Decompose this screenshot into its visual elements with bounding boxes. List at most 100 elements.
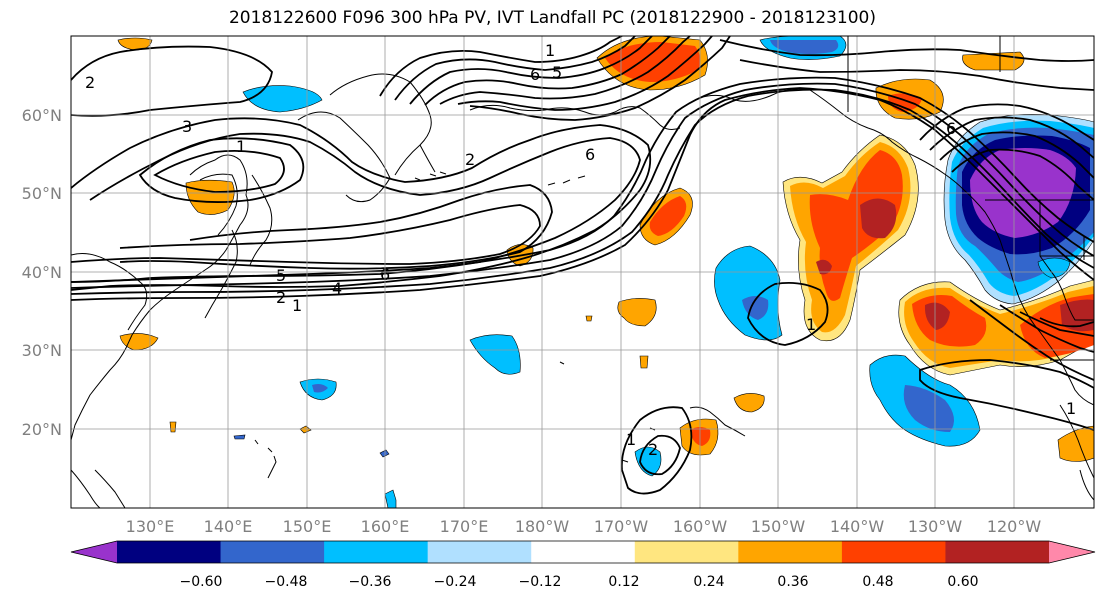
lon-label: 150°W xyxy=(751,517,806,536)
contour-label: 2 xyxy=(85,73,95,92)
lon-label: 130°E xyxy=(126,517,175,536)
ivt-negative-region xyxy=(469,334,521,375)
ivt-positive-region xyxy=(733,393,765,413)
coastline xyxy=(621,459,629,463)
colorbar-label: −0.48 xyxy=(265,574,308,590)
pv-contour xyxy=(138,137,305,203)
contour-label: 1 xyxy=(236,137,246,156)
coastline xyxy=(71,154,249,441)
ivt-negative-region xyxy=(379,449,390,458)
ivt-positive-region xyxy=(585,315,593,322)
contour-label: 3 xyxy=(182,117,192,136)
pv-contour xyxy=(639,434,681,476)
coastline xyxy=(254,439,259,445)
ivt-negative-region xyxy=(903,385,954,432)
contour-label: 1 xyxy=(806,315,816,334)
lon-label: 160°E xyxy=(361,517,410,536)
colorbar xyxy=(70,540,1096,564)
pv-contour xyxy=(919,103,1094,141)
coastline xyxy=(547,175,586,186)
ivt-positive-region xyxy=(169,421,177,433)
ivt-positive-region xyxy=(617,298,657,327)
pv-contour xyxy=(1019,311,1094,337)
contour-label: 6 xyxy=(585,145,595,164)
colorbar-swatch xyxy=(841,541,946,563)
ivt-positive-region xyxy=(860,198,897,239)
coastline xyxy=(1079,469,1094,501)
ivt-negative-region xyxy=(242,85,323,113)
coastline xyxy=(267,455,277,479)
lon-label: 130°W xyxy=(908,517,963,536)
lon-label: 160°W xyxy=(673,517,728,536)
pv-contour xyxy=(747,281,829,346)
ivt-positive-region xyxy=(924,302,950,330)
colorbar-label: −0.36 xyxy=(349,574,392,590)
pv-contours xyxy=(71,36,1094,495)
colorbar-swatch xyxy=(117,541,222,563)
lat-label: 20°N xyxy=(22,420,62,439)
map-title: 2018122600 F096 300 hPa PV, IVT Landfall… xyxy=(228,8,876,28)
contour-label: 5 xyxy=(552,63,562,82)
coastline xyxy=(267,447,273,453)
pv-contour xyxy=(999,304,1094,353)
lat-label: 50°N xyxy=(22,184,62,203)
ivt-positive-region xyxy=(639,355,649,369)
ivt-positive-region xyxy=(816,259,832,275)
ivt-positive-region xyxy=(119,333,159,351)
contour-label: 1 xyxy=(545,41,555,60)
contour-label: 1 xyxy=(626,430,636,449)
coastline xyxy=(94,469,126,508)
contour-label: 2 xyxy=(276,288,286,307)
colorbar-swatch xyxy=(945,541,1050,563)
ivt-negative-region xyxy=(714,245,783,341)
colorbar-label: −0.60 xyxy=(180,574,223,590)
pv-contour xyxy=(1039,317,1094,328)
pv-contour xyxy=(620,406,693,495)
contour-label: 1 xyxy=(292,296,302,315)
lon-label: 140°E xyxy=(204,517,253,536)
coastline xyxy=(297,111,391,203)
longitude-labels: 130°E 140°E 150°E 160°E 170°E 180°W 170°… xyxy=(126,517,1042,536)
colorbar-extend-max xyxy=(1049,541,1095,563)
lon-label: 180°W xyxy=(515,517,570,536)
colorbar-label: 0.48 xyxy=(862,574,893,590)
ivt-negative-region xyxy=(312,384,328,393)
ivt-shading xyxy=(117,36,1094,508)
coastline xyxy=(1059,404,1094,479)
pv-contour xyxy=(939,131,1094,179)
lat-label: 30°N xyxy=(22,341,62,360)
colorbar-label: 0.12 xyxy=(608,574,639,590)
ivt-negative-region xyxy=(233,434,246,440)
colorbar-swatch xyxy=(220,541,325,563)
pv-contour xyxy=(409,36,653,105)
coastline xyxy=(249,174,273,266)
colorbar-labels: −0.60 −0.48 −0.36 −0.24 −0.12 0.12 0.24 … xyxy=(180,574,979,590)
colorbar-swatch xyxy=(634,541,739,563)
colorbar-outline xyxy=(70,540,1096,564)
coastline xyxy=(419,144,436,173)
pv-contour xyxy=(929,116,1094,159)
pv-contour xyxy=(951,148,1094,201)
colorbar-swatch xyxy=(531,541,636,563)
ivt-negative-region xyxy=(384,489,397,508)
lat-label: 40°N xyxy=(22,263,62,282)
map-frame xyxy=(70,35,1095,509)
lon-label: 150°E xyxy=(283,517,332,536)
ivt-positive-region xyxy=(299,425,312,434)
pv-contour xyxy=(439,36,691,105)
pv-contour xyxy=(71,117,652,291)
lon-label: 170°E xyxy=(440,517,489,536)
colorbar-label: −0.24 xyxy=(434,574,477,590)
contour-label: 6 xyxy=(530,65,540,84)
pv-contour xyxy=(969,299,1094,381)
colorbar-label: −0.12 xyxy=(519,574,562,590)
ivt-positive-region xyxy=(649,196,687,236)
coastline xyxy=(329,73,432,176)
ivt-positive-region xyxy=(809,150,903,301)
colorbar-label: 0.60 xyxy=(947,574,978,590)
latitude-labels: 60°N 50°N 40°N 30°N 20°N xyxy=(22,106,62,439)
pv-contour xyxy=(119,184,553,270)
colorbar-label: 0.36 xyxy=(777,574,808,590)
contour-label: 6 xyxy=(946,119,956,138)
